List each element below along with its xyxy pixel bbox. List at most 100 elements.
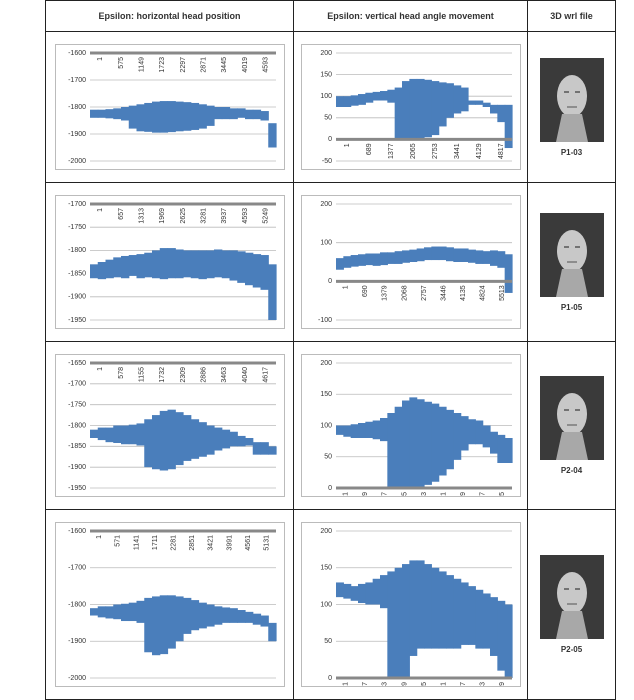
range-bar: [496, 251, 505, 268]
range-bar: [198, 602, 207, 629]
face-image: [539, 376, 604, 460]
range-bar: [128, 424, 137, 445]
range-bar: [335, 96, 344, 107]
x-tick-label: 2297: [179, 57, 186, 73]
range-bar: [151, 415, 160, 470]
range-bar: [151, 250, 160, 279]
range-bar: [120, 603, 129, 622]
range-bar: [394, 567, 403, 678]
y-tick-label: -100: [317, 317, 331, 324]
range-bar: [205, 250, 215, 279]
range-bar: [236, 251, 246, 283]
y-tick-label: 150: [320, 71, 332, 78]
x-tick-label: 1732: [159, 367, 166, 383]
chart: -1600 -1700 -1800 -1900 -2000 1 571 1141 1711 228…: [54, 522, 285, 687]
x-tick-label: 3446: [440, 285, 447, 301]
range-bar: [364, 582, 373, 605]
range-bar: [372, 91, 381, 101]
range-bar: [120, 107, 129, 121]
range-bar: [244, 109, 253, 120]
range-bar: [205, 604, 215, 627]
y-tick-label: -1850: [68, 443, 86, 450]
range-bar: [159, 410, 168, 471]
x-tick-label: 3481: [440, 682, 447, 687]
range-bar: [350, 255, 359, 267]
range-bar: [474, 420, 483, 445]
y-tick-label: 50: [324, 115, 332, 122]
range-bar: [182, 415, 191, 461]
range-bar: [350, 95, 359, 106]
x-tick-label: 4817: [497, 143, 504, 159]
range-bar: [97, 427, 106, 441]
range-bar: [364, 253, 373, 266]
range-bar: [335, 582, 344, 598]
range-bar: [445, 83, 454, 118]
x-tick-label: 1313: [138, 208, 145, 224]
header-cell: Epsilon: vertical head angle movement: [293, 0, 528, 32]
y-tick-label: -2000: [68, 675, 86, 682]
range-bar: [260, 255, 269, 290]
range-bar: [112, 257, 122, 278]
range-bar: [445, 409, 454, 470]
x-tick-label: 4129: [475, 143, 482, 159]
x-tick-label: 2309: [179, 367, 186, 383]
range-bar: [401, 400, 410, 488]
range-bar: [229, 250, 238, 281]
y-tick-label: -2000: [68, 158, 86, 165]
x-tick-label: 657: [117, 208, 124, 220]
range-bar: [136, 423, 145, 446]
x-tick-label: 3937: [221, 208, 228, 224]
y-tick-label: 150: [320, 391, 332, 398]
range-bar: [143, 102, 153, 132]
range-bar: [430, 403, 439, 482]
range-bar: [128, 602, 137, 622]
range-bar: [357, 94, 366, 105]
range-bar: [167, 409, 176, 470]
range-bar: [267, 264, 277, 320]
y-tick-label: -1900: [68, 638, 86, 645]
chart-cell: -1700 -1750 -1800 -1850 -1900 -1950 1 657 1313 19…: [45, 182, 294, 342]
range-bar: [167, 595, 176, 649]
range-bar: [467, 249, 476, 263]
range-bar: [482, 251, 491, 264]
range-bar: [364, 421, 373, 438]
neck: [555, 611, 588, 639]
range-bar: [496, 600, 505, 671]
range-bar: [482, 425, 491, 448]
range-bar: [489, 104, 498, 114]
table-row: -1600 -1700 -1800 -1900 -2000 1 571 1141 1711 228…: [45, 509, 616, 700]
range-bar: [136, 254, 145, 279]
x-tick-label: 2871: [200, 57, 207, 73]
y-tick-label: 0: [328, 675, 332, 682]
y-tick-label: 100: [320, 601, 332, 608]
range-bar: [205, 105, 215, 126]
chart: 200 100 0 -100 1 690 1379 2068 2757 3446 4135 4824 5…: [300, 195, 521, 329]
image-label: P1-05: [560, 302, 583, 312]
x-tick-label: 697: [362, 682, 369, 687]
range-bar: [236, 610, 246, 623]
y-tick-label: -50: [321, 158, 331, 165]
y-tick-label: 200: [320, 201, 332, 208]
range-bar: [128, 255, 137, 276]
range-bar: [112, 425, 122, 443]
range-bar: [438, 246, 447, 261]
y-tick-label: -1900: [68, 294, 86, 301]
x-tick-label: 2753: [431, 143, 438, 159]
x-tick-label: 2851: [189, 535, 196, 551]
range-bar: [474, 589, 483, 649]
chart-cell: -1600 -1700 -1800 -1900 -2000 1 571 1141 1711 228…: [45, 509, 294, 700]
face: [556, 572, 587, 614]
range-bar: [112, 604, 122, 620]
range-bar: [460, 416, 469, 451]
x-tick-label: 689: [365, 143, 372, 155]
x-tick-label: 4593: [262, 57, 269, 73]
range-bar: [105, 427, 114, 443]
image-cell: P2-04: [527, 341, 616, 510]
range-bar: [159, 101, 168, 133]
range-bar: [136, 104, 145, 132]
range-bar: [151, 596, 160, 656]
range-bar: [401, 250, 410, 263]
range-bar: [460, 87, 469, 112]
range-bar: [190, 600, 199, 631]
